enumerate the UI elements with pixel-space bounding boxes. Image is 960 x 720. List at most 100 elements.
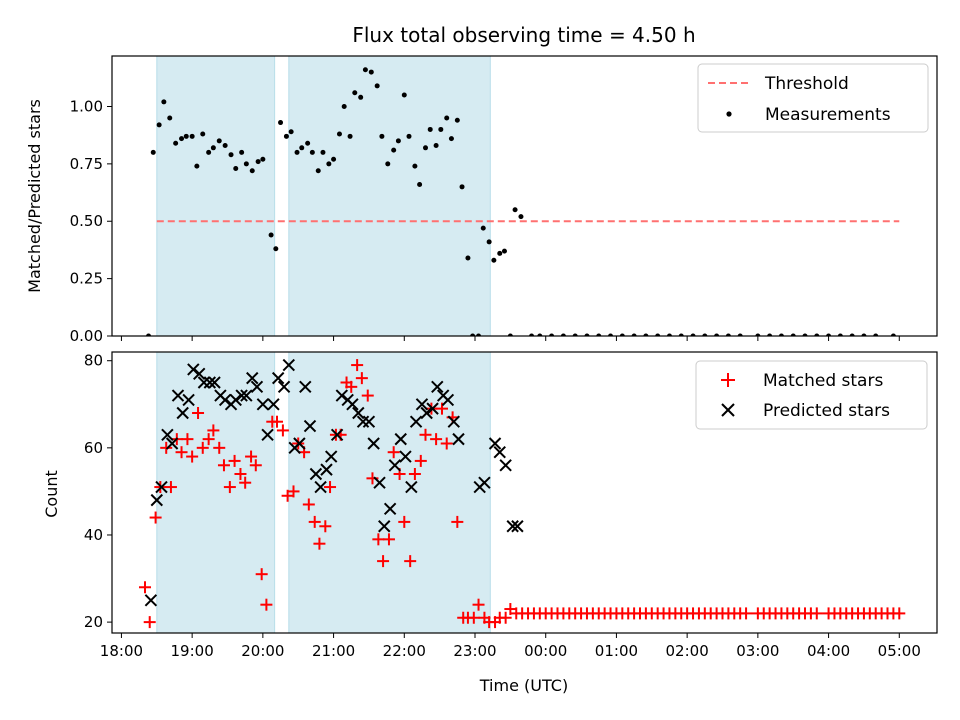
- predicted-stars-point-b: [165, 437, 179, 450]
- measurement-point: [233, 165, 239, 171]
- measurement-point: [470, 333, 476, 336]
- predicted-stars-point-b: [208, 376, 221, 389]
- bottom-y-tick-label: 40: [84, 526, 103, 544]
- predicted-stars-point: [293, 437, 306, 450]
- legend-predicted-label: Predicted stars: [763, 401, 890, 421]
- matched-stars-point: [302, 498, 315, 511]
- predicted-stars-point: [261, 428, 274, 441]
- predicted-stars-point: [235, 389, 248, 402]
- predicted-stars-point-b: [420, 406, 433, 420]
- measurement-point: [401, 92, 407, 98]
- matched-stars-point: [408, 467, 421, 480]
- predicted-stars-point: [346, 398, 359, 411]
- predicted-stars-point-b: [356, 415, 370, 428]
- measurement-point: [347, 133, 353, 139]
- predicted-stars-point-b: [161, 428, 174, 441]
- predicted-stars-point-b: [441, 393, 455, 407]
- predicted-stars-point: [399, 450, 412, 463]
- predicted-stars-point: [506, 520, 519, 533]
- predicted-stars-point: [193, 367, 206, 380]
- predicted-stars-point: [325, 450, 338, 463]
- measurement-point: [288, 129, 294, 135]
- measurement-point: [278, 120, 284, 126]
- matched-stars-point: [430, 433, 443, 446]
- legend-threshold-label: Threshold: [764, 74, 849, 94]
- measurement-point: [320, 149, 326, 155]
- measurement-point: [341, 103, 347, 109]
- measurement-point: [549, 333, 555, 336]
- matched-stars-point: [260, 598, 273, 611]
- top-axes-frame: [111, 55, 938, 337]
- predicted-stars-point: [309, 467, 323, 481]
- measurement-point: [476, 333, 482, 336]
- predicted-stars-point-b: [493, 445, 506, 459]
- measurement-point: [228, 152, 234, 158]
- predicted-stars-point-b: [261, 428, 274, 441]
- predicted-stars-point-b: [271, 371, 285, 385]
- matched-stars-point: [143, 616, 156, 629]
- predicted-stars-point-b: [506, 520, 519, 533]
- predicted-stars-point-b: [171, 389, 185, 402]
- measurement-point: [725, 333, 731, 336]
- x-tick-label: 18:00: [100, 642, 143, 660]
- measurement-point: [802, 333, 808, 336]
- predicted-stars-point-b: [330, 428, 344, 441]
- measurement-point: [239, 149, 245, 155]
- matched-stars-point: [196, 441, 209, 454]
- predicted-stars-point-b: [150, 493, 163, 507]
- predicted-stars-point-b: [367, 437, 380, 450]
- matched-stars-point: [345, 380, 358, 393]
- x-tick-label: 21:00: [312, 642, 355, 660]
- matched-stars-point: [249, 459, 262, 472]
- predicted-stars-point-b: [218, 393, 232, 407]
- measurement-point: [861, 333, 867, 336]
- predicted-stars-point: [171, 389, 185, 402]
- top-legend-box: [697, 63, 929, 133]
- matched-stars-point: [276, 424, 289, 437]
- measurement-point: [666, 333, 672, 336]
- measurement-point: [243, 161, 249, 167]
- predicted-stars-point-b: [229, 393, 242, 407]
- predicted-stars-point: [426, 402, 439, 415]
- predicted-stars-point: [197, 376, 211, 389]
- bottom-legend-box: [695, 360, 928, 430]
- x-tick-label: 22:00: [383, 642, 426, 660]
- predicted-stars-point-b: [325, 450, 338, 463]
- matched-stars-point: [175, 446, 188, 459]
- matched-stars-point: [308, 515, 321, 528]
- measurement-point: [873, 333, 879, 336]
- predicted-stars-point-b: [405, 480, 418, 494]
- matched-stars-point: [377, 555, 390, 568]
- measurement-point: [161, 99, 167, 105]
- chart-title: Flux total observing time = 4.50 h: [352, 23, 695, 47]
- measurement-point: [315, 168, 321, 174]
- top-plot-area: [146, 56, 900, 336]
- measurement-point: [767, 333, 773, 336]
- predicted-stars-point-b: [415, 398, 429, 411]
- predicted-stars-point: [208, 376, 221, 389]
- predicted-stars-point: [161, 428, 174, 441]
- matched-stars-point: [810, 607, 823, 620]
- measurement-point: [890, 333, 896, 336]
- predicted-stars-point: [176, 406, 189, 420]
- predicted-stars-point-b: [399, 450, 412, 463]
- predicted-stars-point: [330, 428, 344, 441]
- matched-stars-point: [223, 481, 236, 494]
- top-legend: Threshold Measurements: [697, 63, 929, 133]
- top-y-tick-label: 1.00: [70, 97, 103, 115]
- measurement-point: [849, 333, 855, 336]
- matched-stars-point: [160, 441, 173, 454]
- predicted-stars-point-b: [426, 402, 439, 415]
- matched-stars-point: [467, 611, 480, 624]
- matched-stars-point: [324, 481, 337, 494]
- predicted-stars-point-b: [197, 376, 211, 389]
- matched-stars-point: [207, 424, 220, 437]
- measurement-point: [406, 133, 412, 139]
- x-tick-label: 23:00: [453, 642, 496, 660]
- measurement-point: [183, 133, 189, 139]
- measurement-point: [826, 333, 832, 336]
- top-observing-window-2: [288, 56, 491, 336]
- predicted-stars-point: [431, 380, 444, 394]
- predicted-stars-point: [303, 419, 317, 433]
